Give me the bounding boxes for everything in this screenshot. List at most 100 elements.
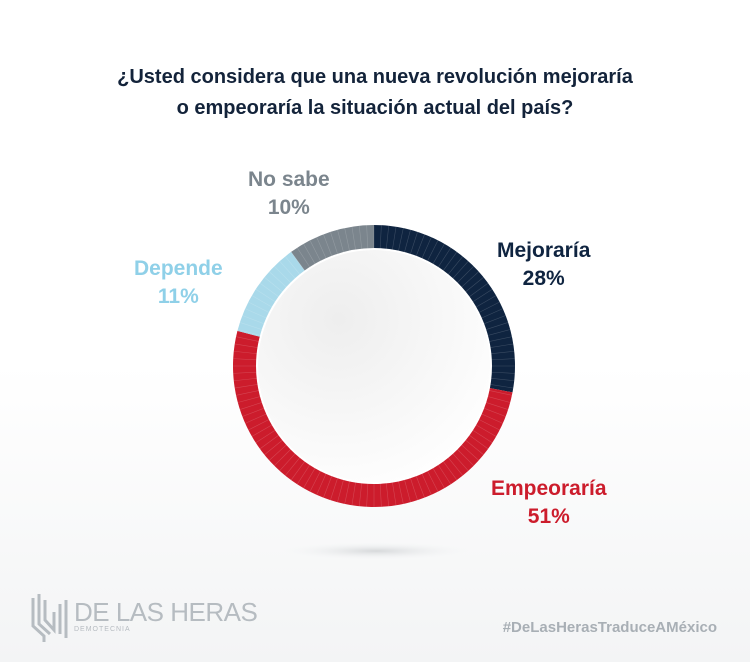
segment-line (316, 237, 327, 260)
segment-line (468, 282, 489, 298)
segment-line (290, 460, 306, 481)
segment-line (421, 472, 432, 495)
segment-line (269, 444, 288, 461)
segment-line (255, 429, 277, 444)
segment-line (460, 444, 479, 461)
segment-line (403, 229, 411, 254)
segment-line (488, 390, 512, 396)
brand-name: DE LAS HERAS (74, 597, 258, 627)
segment-line (385, 482, 390, 507)
slice-depende (237, 251, 306, 337)
slice-value: 28% (522, 267, 565, 290)
segment-line (239, 322, 263, 331)
segment-line (475, 424, 497, 437)
segment-line (486, 329, 511, 337)
segment-line (447, 256, 463, 276)
segment-line (415, 475, 425, 498)
segment-line (483, 407, 506, 417)
segment-line (480, 308, 503, 319)
segment-line (337, 229, 345, 254)
segment-line (251, 424, 273, 437)
segment-line (475, 295, 497, 308)
title-line-1: ¿Usted considera que una nueva revolució… (117, 66, 633, 88)
segment-line (303, 467, 316, 489)
segment-line (239, 401, 263, 410)
segment-line (447, 456, 463, 476)
segment-line (432, 467, 445, 489)
segment-line (242, 315, 265, 325)
segment-line (279, 261, 296, 280)
segment-line (264, 439, 284, 455)
segment-line (442, 251, 458, 272)
segment-line (366, 482, 369, 507)
segment-line (344, 480, 350, 504)
segment-line (236, 336, 260, 342)
label-no-sabe: No sabe 10% (248, 166, 330, 222)
segment-line (330, 231, 339, 255)
segment-line (330, 477, 339, 501)
segment-line (421, 237, 432, 260)
segment-line (488, 336, 512, 342)
segment-line (279, 452, 296, 471)
segment-line (233, 377, 258, 382)
segment-line (366, 225, 369, 250)
slice-empeorar-a (232, 330, 513, 508)
brand-logo: DE LAS HERAS DEMOTECNIA (30, 590, 258, 642)
donut-inner (256, 248, 492, 484)
segment-line (485, 322, 509, 331)
segment-line (464, 439, 484, 455)
segment-line (490, 350, 515, 355)
segment-line (398, 480, 404, 504)
segment-line (471, 288, 493, 303)
segment-line (248, 418, 270, 431)
segment-line (415, 234, 425, 257)
segment-line (337, 478, 345, 503)
segment-line (490, 358, 515, 361)
slice-label: Empeoraría (491, 477, 607, 500)
segment-line (245, 413, 268, 424)
segment-line (392, 226, 397, 251)
slice-value: 51% (527, 505, 570, 528)
slice-value: 11% (157, 285, 199, 308)
segment-line (274, 448, 292, 466)
segment-line (485, 401, 509, 410)
segment-line (309, 240, 322, 262)
segment-line (490, 377, 515, 382)
segment-line (480, 413, 503, 424)
segment-line (237, 329, 262, 337)
segment-line (483, 315, 506, 325)
segment-line (233, 350, 258, 355)
slice-label: Mejoraría (497, 239, 591, 262)
segment-line (303, 243, 316, 265)
segment-line (248, 301, 270, 314)
segment-line (478, 301, 500, 314)
segment-line (437, 463, 452, 485)
segment-line (442, 460, 458, 481)
segment-line (274, 266, 292, 284)
segment-line (358, 482, 363, 507)
segment-line (234, 343, 259, 348)
slice-no-sabe (291, 225, 374, 272)
segment-line (236, 390, 260, 396)
segment-line (392, 481, 397, 506)
segment-line (323, 475, 333, 498)
slice-label: No sabe (248, 168, 330, 191)
donut-shadow (281, 542, 471, 560)
segment-line (409, 477, 418, 501)
segment-line (242, 407, 265, 417)
segment-line (426, 240, 439, 262)
segment-line (251, 295, 273, 308)
segment-line (437, 247, 452, 269)
segment-line (351, 481, 356, 506)
segment-line (285, 456, 301, 476)
segment-line (385, 225, 390, 250)
segment-line (471, 429, 493, 444)
title-line-2: o empeoraría la situación actual del paí… (176, 97, 574, 119)
segment-line (255, 288, 277, 303)
segment-line (290, 251, 306, 272)
brand-sub: DEMOTECNIA (74, 626, 131, 633)
label-mejoraria: Mejoraría 28% (497, 237, 590, 293)
segment-line (489, 384, 514, 389)
segment-line (233, 358, 258, 361)
